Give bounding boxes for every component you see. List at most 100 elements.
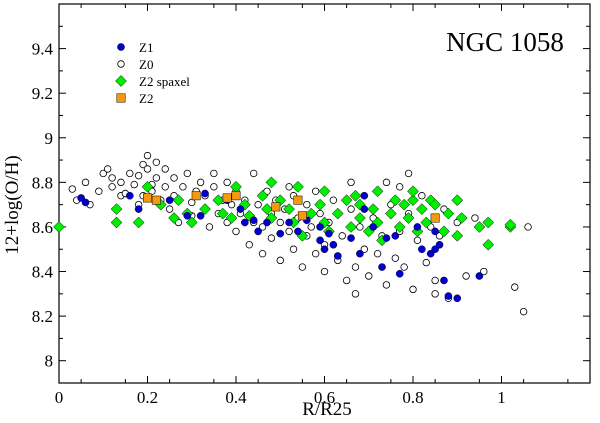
- data-point: [431, 290, 439, 298]
- y-axis-label: 12+log(O/H): [2, 155, 23, 254]
- data-point: [345, 221, 357, 233]
- data-point: [395, 269, 404, 278]
- data-point: [438, 225, 450, 238]
- data-point: [210, 183, 218, 191]
- data-point: [289, 245, 298, 253]
- data-point: [360, 245, 369, 253]
- x-tick-label: 1: [497, 388, 506, 407]
- data-point: [402, 212, 415, 224]
- data-point: [316, 209, 324, 218]
- data-point: [396, 183, 404, 191]
- legend-marker: [115, 75, 127, 87]
- data-point: [524, 223, 532, 231]
- data-point: [293, 195, 303, 205]
- series-z2-spaxel: [53, 176, 517, 251]
- data-point: [393, 221, 406, 233]
- data-point: [407, 194, 419, 207]
- data-point: [258, 223, 267, 231]
- data-point: [320, 267, 329, 276]
- data-point: [435, 240, 444, 249]
- legend-marker: [117, 60, 125, 68]
- data-point: [201, 189, 209, 198]
- data-point: [451, 194, 464, 207]
- data-point: [329, 196, 338, 204]
- data-point: [347, 234, 355, 242]
- data-point: [378, 263, 386, 271]
- data-point: [141, 180, 154, 193]
- data-point: [351, 290, 360, 298]
- data-point: [391, 232, 400, 240]
- data-point: [318, 185, 331, 198]
- data-point: [108, 183, 116, 191]
- data-point: [347, 205, 355, 213]
- y-tick-label: 9: [45, 129, 54, 148]
- legend: Z1 Z0 Z2 spaxel Z2: [115, 40, 190, 106]
- y-tick-label: 8: [45, 352, 54, 371]
- data-point: [371, 185, 384, 198]
- series-z2: [143, 191, 440, 223]
- x-axis: 0 0.2 0.4 0.6 0.8 1: [55, 4, 569, 407]
- data-point: [152, 174, 161, 182]
- data-point: [249, 169, 258, 178]
- data-point: [409, 285, 417, 294]
- data-point: [134, 171, 143, 180]
- data-point: [139, 160, 147, 169]
- data-point: [338, 232, 346, 240]
- data-point: [462, 272, 470, 280]
- data-point: [356, 223, 364, 231]
- data-point: [256, 189, 269, 202]
- data-point: [455, 212, 468, 224]
- legend-marker: [117, 43, 125, 51]
- data-point: [151, 195, 161, 205]
- data-point: [230, 180, 242, 193]
- data-point: [126, 169, 134, 178]
- data-point: [303, 200, 311, 209]
- data-point: [161, 165, 169, 173]
- data-point: [482, 216, 495, 229]
- data-point: [297, 211, 307, 221]
- data-point: [367, 203, 380, 215]
- legend-label: Z0: [139, 57, 153, 72]
- data-point: [480, 267, 488, 276]
- data-point: [473, 221, 486, 233]
- chart-title: NGC 1058: [446, 27, 564, 57]
- data-point: [95, 187, 103, 195]
- data-point: [385, 207, 397, 220]
- data-point: [143, 193, 152, 203]
- x-tick-label: 0.4: [225, 388, 247, 407]
- y-tick-label: 8.8: [32, 173, 53, 192]
- data-point: [199, 203, 211, 215]
- data-point: [349, 189, 362, 202]
- data-point: [311, 249, 320, 258]
- data-point: [210, 169, 218, 178]
- data-point: [81, 198, 90, 207]
- data-point: [68, 185, 76, 193]
- y-tick-label: 9.4: [32, 40, 54, 59]
- data-point: [196, 178, 205, 187]
- data-point: [276, 218, 284, 227]
- data-point: [440, 276, 448, 285]
- data-point: [152, 158, 161, 166]
- data-point: [475, 272, 484, 280]
- x-tick-label: 0: [55, 388, 64, 407]
- legend-label: Z1: [139, 40, 153, 55]
- data-point: [420, 216, 433, 229]
- data-point: [413, 236, 422, 245]
- y-axis: 8 8.2 8.4 8.6 8.8 9 9.2 9.4: [32, 25, 590, 371]
- data-point: [347, 178, 355, 187]
- data-point: [504, 218, 517, 231]
- data-point: [360, 205, 369, 213]
- data-point: [354, 212, 366, 224]
- data-point: [223, 178, 231, 187]
- data-point: [360, 191, 369, 200]
- legend-label: Z2: [139, 91, 153, 106]
- data-point: [134, 205, 143, 213]
- data-point: [356, 249, 364, 258]
- data-point: [404, 169, 413, 178]
- data-point: [471, 214, 479, 222]
- data-point: [382, 281, 391, 289]
- x-tick-label: 0.2: [137, 388, 158, 407]
- data-point: [320, 245, 329, 254]
- data-point: [294, 227, 302, 236]
- data-point: [482, 238, 495, 251]
